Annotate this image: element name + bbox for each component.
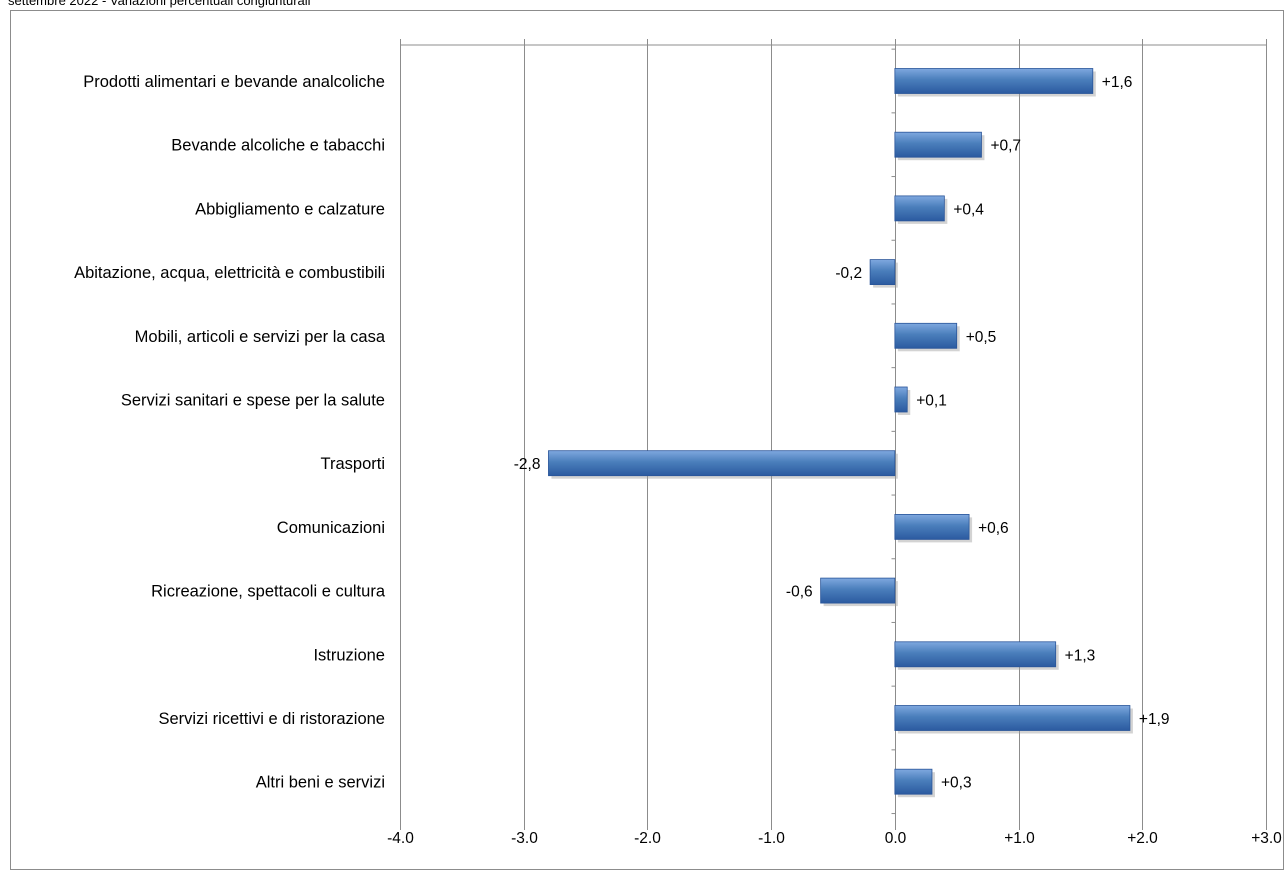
category-label: Abitazione, acqua, elettricità e combust… [74, 264, 385, 282]
labels: -4.0 -3.0 -2.0 -1.0 0.0 +1.0 +2.0 +3.0 Prodotti … [74, 73, 1282, 845]
category-label: Ricreazione, spettacoli e cultura [151, 583, 386, 601]
data-label: +1,9 [1139, 711, 1170, 728]
x-tick-label: +3.0 [1251, 830, 1282, 845]
bar [894, 131, 982, 158]
axes [400, 44, 1266, 815]
bar [894, 641, 1057, 668]
bar [894, 322, 958, 349]
bars [548, 68, 1133, 798]
x-tick-label: -4.0 [387, 830, 414, 845]
bar [894, 705, 1131, 731]
x-tick-label: -2.0 [634, 830, 661, 845]
category-label: Comunicazioni [277, 519, 385, 537]
chart-subtitle: settembre 2022 - Variazioni percentuali … [8, 0, 311, 8]
x-tick-label: +1.0 [1004, 830, 1035, 845]
data-label: +1,3 [1065, 647, 1096, 664]
data-label: +0,6 [978, 520, 1009, 537]
bar [894, 68, 1094, 94]
bar [869, 259, 896, 286]
data-label: -0,2 [835, 265, 862, 282]
data-label: +0,4 [953, 201, 984, 218]
x-tick-label: 0.0 [885, 830, 907, 845]
bar [548, 450, 896, 477]
data-label: -2,8 [514, 456, 541, 473]
data-label: +0,1 [916, 393, 947, 410]
data-label: +1,6 [1102, 74, 1133, 91]
category-label: Mobili, articoli e servizi per la casa [135, 328, 386, 346]
category-label: Bevande alcoliche e tabacchi [171, 137, 385, 155]
x-tick-label: -1.0 [758, 830, 785, 845]
data-label: -0,6 [786, 584, 813, 601]
data-label: +0,3 [941, 775, 972, 792]
category-label: Servizi ricettivi e di ristorazione [159, 710, 386, 728]
data-label: +0,5 [966, 329, 997, 346]
category-label: Abbigliamento e calzature [195, 200, 385, 218]
category-label: Trasporti [321, 455, 386, 473]
bar [894, 195, 945, 222]
data-label: +0,7 [990, 138, 1021, 155]
category-label: Servizi sanitari e spese per la salute [121, 392, 385, 410]
gridlines [400, 39, 1267, 830]
bar [894, 386, 908, 413]
category-label: Prodotti alimentari e bevande analcolich… [83, 73, 385, 91]
bar [894, 768, 933, 795]
bar [894, 514, 970, 540]
bar [820, 577, 896, 604]
x-tick-label: +2.0 [1127, 830, 1158, 845]
category-label: Altri beni e servizi [256, 774, 385, 792]
category-label: Istruzione [313, 646, 385, 664]
x-tick-label: -3.0 [511, 830, 538, 845]
bar-chart: -4.0 -3.0 -2.0 -1.0 0.0 +1.0 +2.0 +3.0 Prodotti … [74, 39, 1282, 845]
